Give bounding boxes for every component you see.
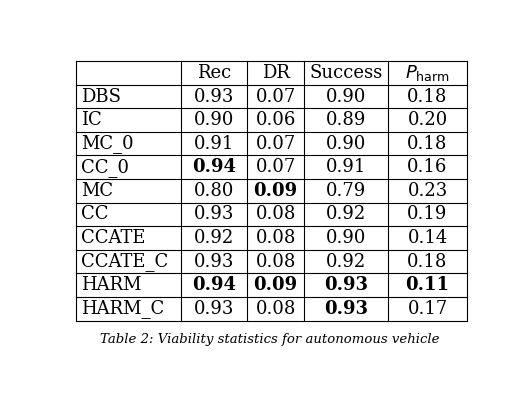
Text: 0.93: 0.93 <box>324 276 368 294</box>
Text: MC_0: MC_0 <box>81 134 134 153</box>
Text: 0.07: 0.07 <box>256 87 296 106</box>
Text: 0.08: 0.08 <box>256 206 296 223</box>
Text: 0.19: 0.19 <box>407 206 448 223</box>
Text: 0.80: 0.80 <box>194 182 234 200</box>
Text: 0.08: 0.08 <box>256 229 296 247</box>
Text: 0.92: 0.92 <box>326 206 366 223</box>
Text: 0.94: 0.94 <box>192 276 236 294</box>
Text: 0.07: 0.07 <box>256 135 296 153</box>
Text: HARM_C: HARM_C <box>81 300 165 318</box>
Text: Table 2: Viability statistics for autonomous vehicle: Table 2: Viability statistics for autono… <box>100 332 439 346</box>
Text: CC_0: CC_0 <box>81 158 129 177</box>
Text: 0.06: 0.06 <box>256 111 296 129</box>
Text: DBS: DBS <box>81 87 121 106</box>
Text: 0.93: 0.93 <box>324 300 368 318</box>
Text: 0.93: 0.93 <box>194 206 234 223</box>
Text: 0.08: 0.08 <box>256 253 296 271</box>
Text: CCATE: CCATE <box>81 229 146 247</box>
Text: 0.79: 0.79 <box>326 182 366 200</box>
Text: IC: IC <box>81 111 102 129</box>
Text: 0.93: 0.93 <box>194 253 234 271</box>
Text: 0.90: 0.90 <box>326 135 366 153</box>
Text: 0.08: 0.08 <box>256 300 296 318</box>
Text: 0.18: 0.18 <box>407 253 448 271</box>
Text: MC: MC <box>81 182 114 200</box>
Text: 0.92: 0.92 <box>194 229 234 247</box>
Text: 0.91: 0.91 <box>194 135 234 153</box>
Text: 0.90: 0.90 <box>326 229 366 247</box>
Text: 0.07: 0.07 <box>256 158 296 176</box>
Text: 0.14: 0.14 <box>408 229 448 247</box>
Text: 0.17: 0.17 <box>408 300 448 318</box>
Text: 0.93: 0.93 <box>194 87 234 106</box>
Text: 0.23: 0.23 <box>408 182 448 200</box>
Text: 0.89: 0.89 <box>326 111 366 129</box>
Text: Rec: Rec <box>197 64 231 82</box>
Text: HARM: HARM <box>81 276 141 294</box>
Text: 0.18: 0.18 <box>407 87 448 106</box>
Text: CC: CC <box>81 206 109 223</box>
Text: DR: DR <box>261 64 289 82</box>
Text: 0.93: 0.93 <box>194 300 234 318</box>
Text: 0.09: 0.09 <box>254 276 298 294</box>
Text: 0.20: 0.20 <box>408 111 448 129</box>
Text: 0.09: 0.09 <box>254 182 298 200</box>
Text: 0.91: 0.91 <box>326 158 366 176</box>
Text: 0.90: 0.90 <box>194 111 234 129</box>
Text: $P_{\mathrm{harm}}$: $P_{\mathrm{harm}}$ <box>405 63 450 83</box>
Text: 0.11: 0.11 <box>406 276 450 294</box>
Text: 0.18: 0.18 <box>407 135 448 153</box>
Text: 0.92: 0.92 <box>326 253 366 271</box>
Text: Success: Success <box>309 64 383 82</box>
Text: 0.90: 0.90 <box>326 87 366 106</box>
Text: CCATE_C: CCATE_C <box>81 252 168 271</box>
Text: 0.16: 0.16 <box>407 158 448 176</box>
Text: 0.94: 0.94 <box>192 158 236 176</box>
